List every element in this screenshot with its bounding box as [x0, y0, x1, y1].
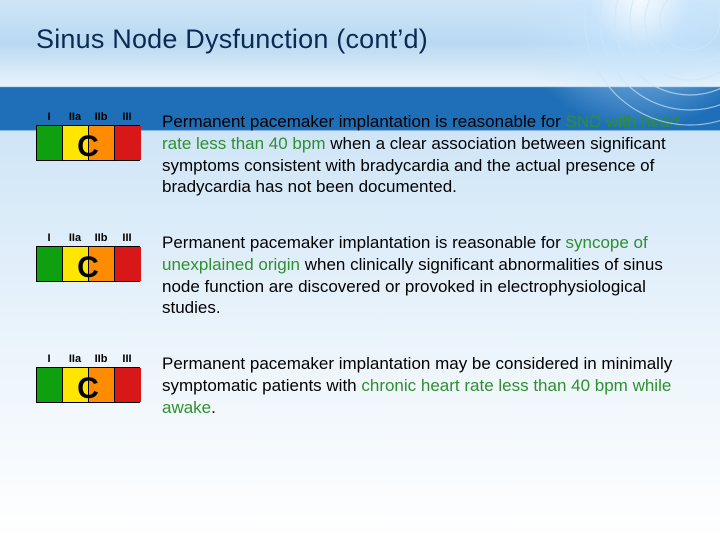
class-of-recommendation-badge: IIIaIIbIIIC — [36, 232, 140, 282]
badge-box — [63, 247, 89, 281]
text-post: . — [211, 398, 216, 417]
recommendation-row: IIIaIIbIIICPermanent pacemaker implantat… — [36, 232, 684, 319]
badge-col-label: IIb — [88, 111, 114, 123]
badge-box — [115, 368, 141, 402]
class-of-recommendation-badge: IIIaIIbIIIC — [36, 111, 140, 161]
recommendation-row: IIIaIIbIIICPermanent pacemaker implantat… — [36, 353, 684, 418]
badge-col-label: IIb — [88, 353, 114, 365]
badge-color-boxes — [36, 246, 140, 282]
recommendation-row: IIIaIIbIIICPermanent pacemaker implantat… — [36, 111, 684, 198]
badge-col-label: I — [36, 232, 62, 244]
badge-box — [37, 247, 63, 281]
badge-box — [89, 368, 115, 402]
class-of-recommendation-badge: IIIaIIbIIIC — [36, 353, 140, 403]
recommendation-text: Permanent pacemaker implantation is reas… — [162, 232, 684, 319]
badge-box — [115, 247, 141, 281]
badge-col-labels: IIIaIIbIII — [36, 353, 140, 365]
badge-color-boxes — [36, 125, 140, 161]
slide: Sinus Node Dysfunction (cont’d) IIIaIIbI… — [0, 0, 720, 540]
badge-col-label: I — [36, 111, 62, 123]
text-pre: Permanent pacemaker implantation is reas… — [162, 233, 566, 252]
badge-box — [37, 368, 63, 402]
badge-color-boxes — [36, 367, 140, 403]
badge-box — [37, 126, 63, 160]
badge-box — [63, 368, 89, 402]
recommendation-text: Permanent pacemaker implantation may be … — [162, 353, 684, 418]
badge-col-label: III — [114, 353, 140, 365]
badge-box — [89, 247, 115, 281]
badge-col-label: III — [114, 111, 140, 123]
badge-box — [89, 126, 115, 160]
badge-col-label: III — [114, 232, 140, 244]
badge-col-label: IIb — [88, 232, 114, 244]
badge-col-label: I — [36, 353, 62, 365]
badge-col-label: IIa — [62, 111, 88, 123]
badge-box — [115, 126, 141, 160]
badge-col-label: IIa — [62, 353, 88, 365]
content-rows: IIIaIIbIIICPermanent pacemaker implantat… — [36, 111, 684, 418]
badge-col-label: IIa — [62, 232, 88, 244]
badge-box — [63, 126, 89, 160]
badge-col-labels: IIIaIIbIII — [36, 111, 140, 123]
badge-col-labels: IIIaIIbIII — [36, 232, 140, 244]
recommendation-text: Permanent pacemaker implantation is reas… — [162, 111, 684, 198]
slide-title: Sinus Node Dysfunction (cont’d) — [36, 24, 684, 55]
text-pre: Permanent pacemaker implantation is reas… — [162, 112, 566, 131]
